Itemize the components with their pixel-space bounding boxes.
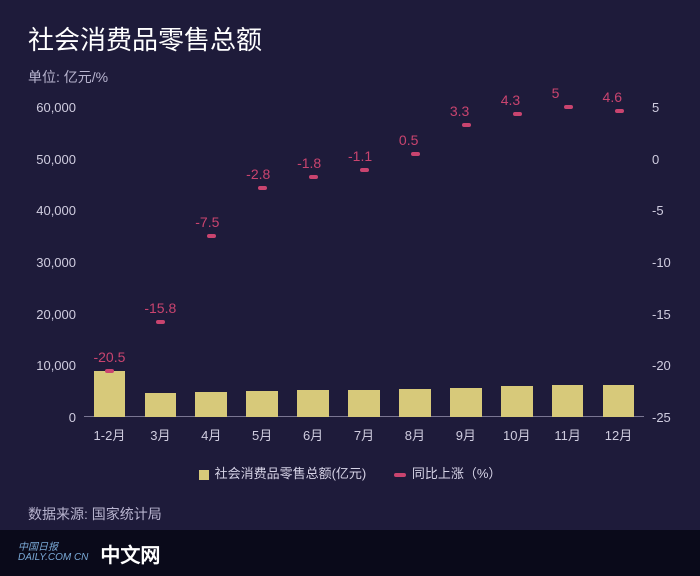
y-left-tick: 30,000 bbox=[36, 255, 76, 270]
x-tick: 8月 bbox=[393, 425, 437, 444]
plot-region: 010,00020,00030,00040,00050,00060,000-25… bbox=[84, 107, 644, 417]
y-left-tick: 60,000 bbox=[36, 100, 76, 115]
y-right-tick: 0 bbox=[652, 152, 659, 167]
legend: 社会消费品零售总额(亿元) 同比上涨（%） bbox=[28, 463, 672, 482]
y-right-tick: -25 bbox=[652, 410, 671, 425]
line-point bbox=[258, 186, 267, 190]
line-point bbox=[360, 168, 369, 172]
bar bbox=[450, 388, 482, 417]
x-tick: 9月 bbox=[444, 425, 488, 444]
legend-bar-swatch bbox=[199, 470, 209, 480]
x-tick: 3月 bbox=[138, 425, 182, 444]
data-source: 数据来源: 国家统计局 bbox=[28, 504, 672, 524]
bar bbox=[552, 385, 584, 417]
line-point bbox=[615, 109, 624, 113]
line-point-label: -1.1 bbox=[348, 148, 372, 164]
unit-label: 单位: 亿元/% bbox=[28, 67, 672, 87]
line-point bbox=[513, 112, 522, 116]
line-point-label: 4.6 bbox=[603, 89, 622, 105]
y-right-tick: 5 bbox=[652, 100, 659, 115]
y-left-tick: 20,000 bbox=[36, 307, 76, 322]
bar bbox=[399, 389, 431, 417]
line-point bbox=[309, 175, 318, 179]
y-left-tick: 50,000 bbox=[36, 152, 76, 167]
chart-area: 0 10,000 20,000 30,000 40,000 50,000 60,000 -25… bbox=[28, 103, 672, 453]
bar bbox=[297, 390, 329, 417]
line-point bbox=[564, 105, 573, 109]
x-tick: 7月 bbox=[342, 425, 386, 444]
bar bbox=[603, 385, 635, 417]
bar bbox=[501, 386, 533, 417]
bar bbox=[94, 371, 126, 418]
chart-title: 社会消费品零售总额 bbox=[28, 20, 672, 57]
line-point-label: -2.8 bbox=[246, 166, 270, 182]
x-tick: 11月 bbox=[546, 425, 590, 444]
x-tick: 4月 bbox=[189, 425, 233, 444]
y-right-tick: -5 bbox=[652, 203, 664, 218]
x-tick: 1-2月 bbox=[87, 425, 131, 444]
y-left-tick: 10,000 bbox=[36, 358, 76, 373]
bar bbox=[246, 391, 278, 417]
x-tick: 5月 bbox=[240, 425, 284, 444]
y-right-tick: -20 bbox=[652, 358, 671, 373]
footer-text: 中文网 bbox=[100, 539, 160, 568]
line-point bbox=[156, 320, 165, 324]
line-point-label: 5 bbox=[552, 85, 560, 101]
line-point-label: 0.5 bbox=[399, 132, 418, 148]
line-point-label: -1.8 bbox=[297, 155, 321, 171]
legend-bar-label: 社会消费品零售总额(亿元) bbox=[215, 466, 367, 481]
line-point bbox=[411, 152, 420, 156]
footer-logo-en: DAILY.COM CN bbox=[18, 553, 88, 563]
line-point-label: -15.8 bbox=[144, 300, 176, 316]
legend-line-swatch bbox=[394, 473, 406, 477]
line-point bbox=[207, 234, 216, 238]
line-point-label: 4.3 bbox=[501, 92, 520, 108]
legend-line-label: 同比上涨（%） bbox=[412, 466, 502, 481]
bar bbox=[145, 393, 177, 417]
line-point-label: -20.5 bbox=[93, 349, 125, 365]
line-point bbox=[105, 369, 114, 373]
x-tick: 10月 bbox=[495, 425, 539, 444]
footer: 中国日报 DAILY.COM CN 中文网 bbox=[0, 530, 700, 576]
line-point-label: -7.5 bbox=[195, 214, 219, 230]
footer-logo: 中国日报 DAILY.COM CN bbox=[18, 543, 88, 563]
bar bbox=[348, 390, 380, 417]
x-tick: 12月 bbox=[597, 425, 641, 444]
line-point-label: 3.3 bbox=[450, 103, 469, 119]
x-tick: 6月 bbox=[291, 425, 335, 444]
y-right-tick: -10 bbox=[652, 255, 671, 270]
y-left-tick: 0 bbox=[69, 410, 76, 425]
bar bbox=[195, 392, 227, 417]
y-right-tick: -15 bbox=[652, 307, 671, 322]
y-left-tick: 40,000 bbox=[36, 203, 76, 218]
line-point bbox=[462, 123, 471, 127]
